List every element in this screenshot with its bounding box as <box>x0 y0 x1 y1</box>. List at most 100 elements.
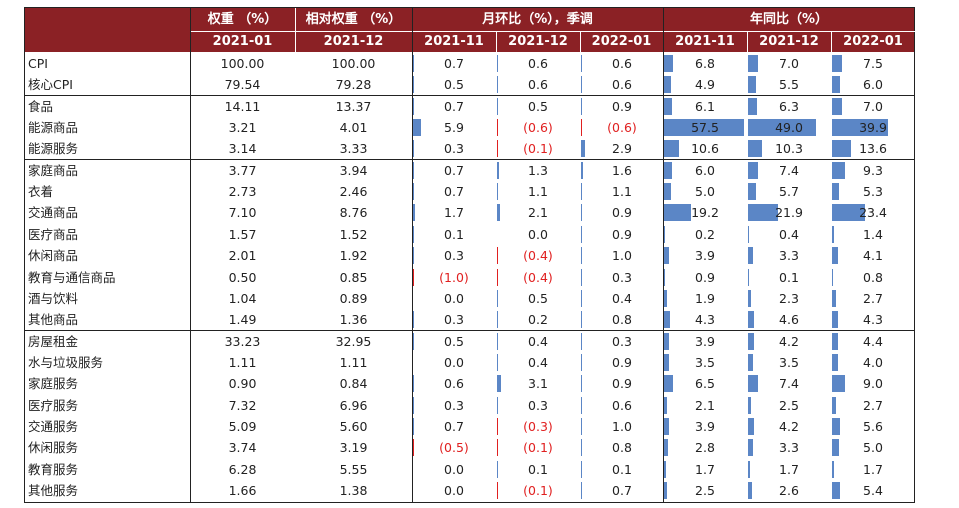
yoy-cell: 10.3 <box>775 141 803 157</box>
weight-cell: 7.32 <box>228 397 257 413</box>
mom-cell: 0.3 <box>444 141 464 157</box>
table-row: 能源商品 3.21 4.01 5.9 (0.6) (0.6) 57.5 49.0 39.9 <box>25 117 914 138</box>
yoy-data-bar <box>832 396 836 414</box>
mom-cell: 0.0 <box>444 461 464 477</box>
yoy-data-bar <box>832 204 865 222</box>
yoy-data-bar <box>832 439 839 457</box>
yoy-cell: 2.6 <box>779 483 799 498</box>
mom-negative-bar <box>497 119 498 137</box>
row-label: 家庭商品 <box>28 162 79 178</box>
mom-cell: 0.5 <box>444 77 464 93</box>
relative-weight-cell: 4.01 <box>339 120 368 136</box>
mom-data-bar <box>581 204 583 222</box>
row-label: 交通服务 <box>28 418 79 434</box>
yoy-data-bar <box>664 225 665 243</box>
mom-data-bar <box>581 332 582 350</box>
mom-cell: 0.6 <box>444 376 464 392</box>
weight-cell: 3.14 <box>228 141 257 157</box>
mom-data-bar <box>497 332 498 350</box>
mom-data-bar <box>581 247 583 265</box>
yoy-cell: 4.0 <box>863 354 883 370</box>
yoy-cell: 57.5 <box>691 120 719 136</box>
mom-cell: 0.9 <box>612 226 632 242</box>
mom-cell: 0.1 <box>612 461 632 477</box>
mom-cell: 0.9 <box>612 98 632 114</box>
mom-data-bar <box>497 353 498 371</box>
yoy-cell: 2.7 <box>863 290 883 306</box>
yoy-cell: 2.8 <box>695 440 715 456</box>
yoy-cell: 6.3 <box>779 98 799 114</box>
yoy-cell: 7.5 <box>863 56 883 71</box>
yoy-cell: 5.7 <box>779 184 799 200</box>
table-row: 其他商品 1.49 1.36 0.3 0.2 0.8 4.3 4.6 4.3 <box>25 309 914 330</box>
header-relative-weight: 相对权重 （%） <box>305 12 402 27</box>
mom-cell: 0.9 <box>612 376 632 392</box>
yoy-data-bar <box>748 396 752 414</box>
row-label: 房屋租金 <box>28 333 79 349</box>
mom-cell: 1.1 <box>528 184 548 200</box>
table-row: 核心CPI 79.54 79.28 0.5 0.6 0.6 4.9 5.5 6.0 <box>25 74 914 95</box>
table-row: 教育与通信商品 0.50 0.85 (1.0) (0.4) 0.3 0.9 0.1 0.8 <box>25 267 914 288</box>
mom-cell: 0.3 <box>444 312 464 328</box>
relative-weight-cell: 3.94 <box>339 162 368 178</box>
column-divider <box>412 8 413 502</box>
yoy-data-bar <box>748 55 758 72</box>
yoy-cell: 4.3 <box>695 312 715 328</box>
mom-cell: 0.6 <box>528 56 548 71</box>
relative-weight-cell: 2.46 <box>339 184 368 200</box>
yoy-data-bar <box>664 140 679 158</box>
mom-cell: 0.7 <box>612 483 632 498</box>
mom-cell: 1.3 <box>528 162 548 178</box>
table-row: CPI 100.00 100.00 0.7 0.6 0.6 6.8 7.0 7.5 <box>25 53 914 74</box>
yoy-data-bar <box>748 140 763 158</box>
table-row: 休闲商品 2.01 1.92 0.3 (0.4) 1.0 3.9 3.3 4.1 <box>25 245 914 266</box>
mom-data-bar <box>497 289 498 307</box>
mom-cell: 0.3 <box>612 333 632 349</box>
table-row: 医疗商品 1.57 1.52 0.1 0.0 0.9 0.2 0.4 1.4 <box>25 224 914 245</box>
mom-cell: (0.4) <box>523 248 553 264</box>
mom-cell: 0.0 <box>444 354 464 370</box>
table-row: 房屋租金 33.23 32.95 0.5 0.4 0.3 3.9 4.2 4.4 <box>25 331 914 352</box>
row-label: 水与垃圾服务 <box>28 354 104 370</box>
weight-cell: 14.11 <box>224 98 261 114</box>
yoy-cell: 6.8 <box>695 56 715 71</box>
row-label: 衣着 <box>28 184 54 200</box>
mom-data-bar <box>581 76 582 94</box>
yoy-data-bar <box>748 268 749 286</box>
yoy-cell: 6.0 <box>695 162 715 178</box>
header-separator <box>747 31 748 52</box>
mom-cell: 0.4 <box>528 333 548 349</box>
header-row-1: 权重 （%） 相对权重 （%） 月环比（%），季调 年同比（%） <box>25 8 914 31</box>
yoy-cell: 49.0 <box>775 120 803 136</box>
weight-cell: 1.11 <box>228 354 257 370</box>
mom-cell: 0.7 <box>444 184 464 200</box>
table-row: 能源服务 3.14 3.33 0.3 (0.1) 2.9 10.6 10.3 13.6 <box>25 138 914 159</box>
mom-data-bar <box>497 76 498 94</box>
yoy-cell: 9.3 <box>863 162 883 178</box>
yoy-data-bar <box>664 55 674 72</box>
table-row: 休闲服务 3.74 3.19 (0.5) (0.1) 0.8 2.8 3.3 5.0 <box>25 437 914 458</box>
mom-data-bar <box>413 225 414 243</box>
mom-cell: 5.9 <box>444 120 464 136</box>
yoy-cell: 1.7 <box>779 461 799 477</box>
yoy-data-bar <box>664 460 667 478</box>
relative-weight-cell: 32.95 <box>335 333 372 349</box>
yoy-data-bar <box>832 161 845 179</box>
yoy-cell: 6.5 <box>695 376 715 392</box>
weight-cell: 79.54 <box>224 77 261 93</box>
table-row: 水与垃圾服务 1.11 1.11 0.0 0.4 0.9 3.5 3.5 4.0 <box>25 352 914 373</box>
yoy-cell: 3.3 <box>779 248 799 264</box>
relative-weight-cell: 5.55 <box>339 461 368 477</box>
weight-cell: 2.73 <box>228 184 257 200</box>
yoy-cell: 23.4 <box>859 205 887 221</box>
group-divider <box>25 330 914 332</box>
yoy-data-bar <box>664 311 670 329</box>
mom-data-bar <box>413 97 414 115</box>
mom-data-bar <box>413 396 414 414</box>
header-separator <box>295 8 296 52</box>
mom-cell: 0.4 <box>528 354 548 370</box>
yoy-data-bar <box>748 482 752 499</box>
mom-data-bar <box>581 289 582 307</box>
yoy-data-bar <box>832 289 836 307</box>
table-row: 医疗服务 7.32 6.96 0.3 0.3 0.6 2.1 2.5 2.7 <box>25 395 914 416</box>
